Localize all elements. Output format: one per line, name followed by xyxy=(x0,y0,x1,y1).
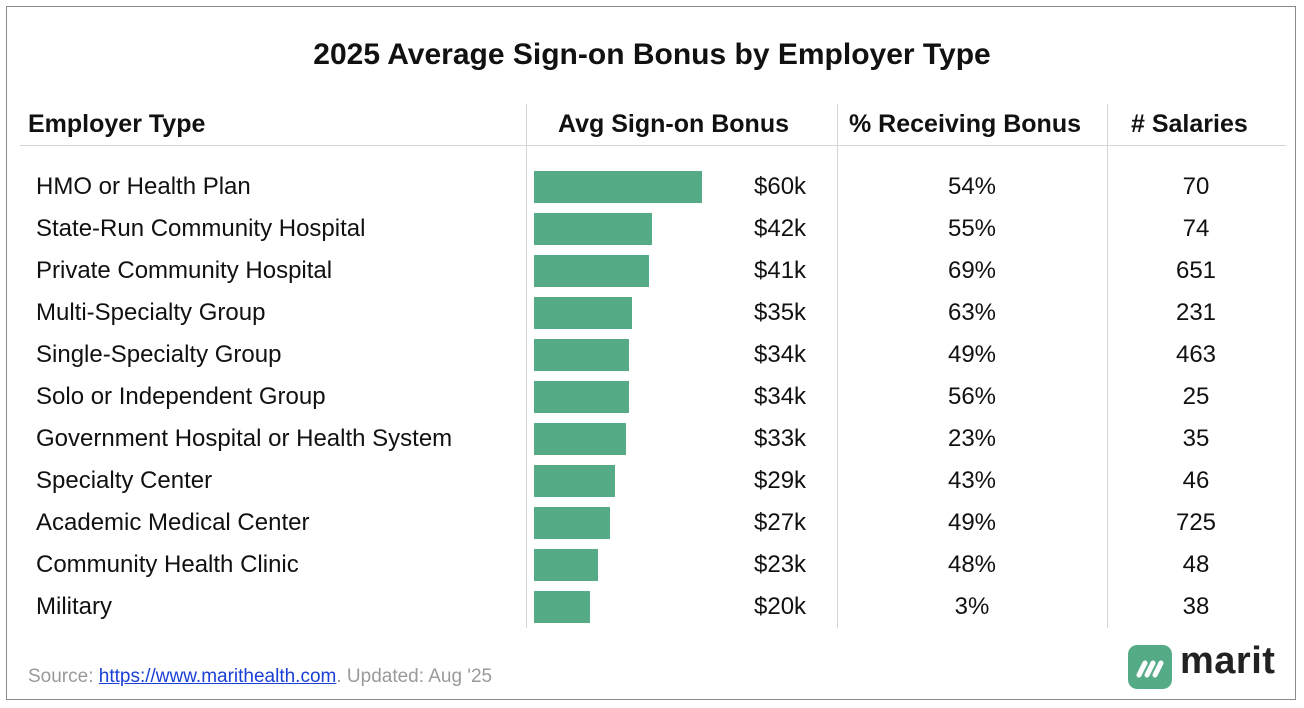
bonus-bar xyxy=(534,339,630,371)
employer-type-label: Single-Specialty Group xyxy=(36,341,282,368)
num-salaries-value: 25 xyxy=(1182,383,1210,410)
employer-type-label: Academic Medical Center xyxy=(36,509,310,536)
num-salaries-value: 46 xyxy=(1182,467,1210,494)
num-salaries-value: 48 xyxy=(1182,551,1210,578)
pct-receiving-value: 54% xyxy=(947,173,997,200)
bonus-value-label: $27k xyxy=(754,509,807,536)
header-pct-receiving: % Receiving Bonus xyxy=(849,110,1081,138)
bonus-bar xyxy=(534,297,632,329)
pct-receiving-value: 23% xyxy=(947,425,997,452)
employer-type-label: State-Run Community Hospital xyxy=(36,215,366,242)
employer-type-label: Multi-Specialty Group xyxy=(36,299,266,326)
num-salaries-value: 38 xyxy=(1182,593,1210,620)
bonus-value-label: $42k xyxy=(754,215,807,242)
bonus-bar xyxy=(534,213,652,245)
bonus-value-label: $29k xyxy=(754,467,807,494)
marit-logo-icon xyxy=(1128,645,1172,689)
bonus-value-label: $33k xyxy=(754,425,807,452)
pct-receiving-value: 3% xyxy=(954,593,990,620)
pct-receiving-value: 48% xyxy=(947,551,997,578)
header-employer-type: Employer Type xyxy=(28,110,206,138)
column-divider xyxy=(837,104,838,628)
pct-receiving-value: 49% xyxy=(947,509,997,536)
bonus-value-label: $34k xyxy=(754,383,807,410)
bonus-bar xyxy=(534,171,702,203)
employer-type-label: Military xyxy=(36,593,112,620)
employer-type-label: Solo or Independent Group xyxy=(36,383,326,410)
header-divider xyxy=(20,145,1286,146)
employer-type-label: Community Health Clinic xyxy=(36,551,299,578)
header-avg-bonus: Avg Sign-on Bonus xyxy=(558,110,789,138)
bonus-value-label: $20k xyxy=(754,593,807,620)
pct-receiving-value: 63% xyxy=(947,299,997,326)
bonus-bar xyxy=(534,591,590,623)
employer-type-label: Private Community Hospital xyxy=(36,257,333,284)
num-salaries-value: 651 xyxy=(1175,257,1217,284)
bonus-value-label: $60k xyxy=(754,173,807,200)
bonus-value-label: $34k xyxy=(754,341,807,368)
employer-type-label: Specialty Center xyxy=(36,467,213,494)
bonus-bar xyxy=(534,381,630,413)
column-divider xyxy=(526,104,527,628)
num-salaries-value: 231 xyxy=(1175,299,1217,326)
pct-receiving-value: 43% xyxy=(947,467,997,494)
column-divider xyxy=(1107,104,1108,628)
source-note: Source: https://www.marithealth.com. Upd… xyxy=(28,666,492,688)
chart-title: 2025 Average Sign-on Bonus by Employer T… xyxy=(313,38,991,71)
source-prefix: Source: xyxy=(28,666,99,687)
bonus-value-label: $41k xyxy=(754,257,807,284)
num-salaries-value: 463 xyxy=(1175,341,1217,368)
bonus-value-label: $23k xyxy=(754,551,807,578)
pct-receiving-value: 69% xyxy=(947,257,997,284)
bonus-value-label: $35k xyxy=(754,299,807,326)
bonus-bar xyxy=(534,549,599,581)
source-link[interactable]: https://www.marithealth.com xyxy=(98,666,337,687)
source-suffix: . Updated: Aug '25 xyxy=(336,666,493,687)
employer-type-label: HMO or Health Plan xyxy=(36,173,251,200)
pct-receiving-value: 49% xyxy=(947,341,997,368)
bonus-bar xyxy=(534,465,616,497)
bonus-bar xyxy=(534,423,627,455)
num-salaries-value: 74 xyxy=(1182,215,1210,242)
marit-logo-text: marit xyxy=(1180,640,1276,682)
pct-receiving-value: 56% xyxy=(947,383,997,410)
header-num-salaries: # Salaries xyxy=(1131,110,1248,138)
num-salaries-value: 725 xyxy=(1175,509,1217,536)
pct-receiving-value: 55% xyxy=(947,215,997,242)
bonus-bar xyxy=(534,255,649,287)
chart-frame xyxy=(6,6,1296,700)
num-salaries-value: 70 xyxy=(1182,173,1210,200)
employer-type-label: Government Hospital or Health System xyxy=(36,425,453,452)
num-salaries-value: 35 xyxy=(1182,425,1210,452)
bonus-bar xyxy=(534,507,610,539)
